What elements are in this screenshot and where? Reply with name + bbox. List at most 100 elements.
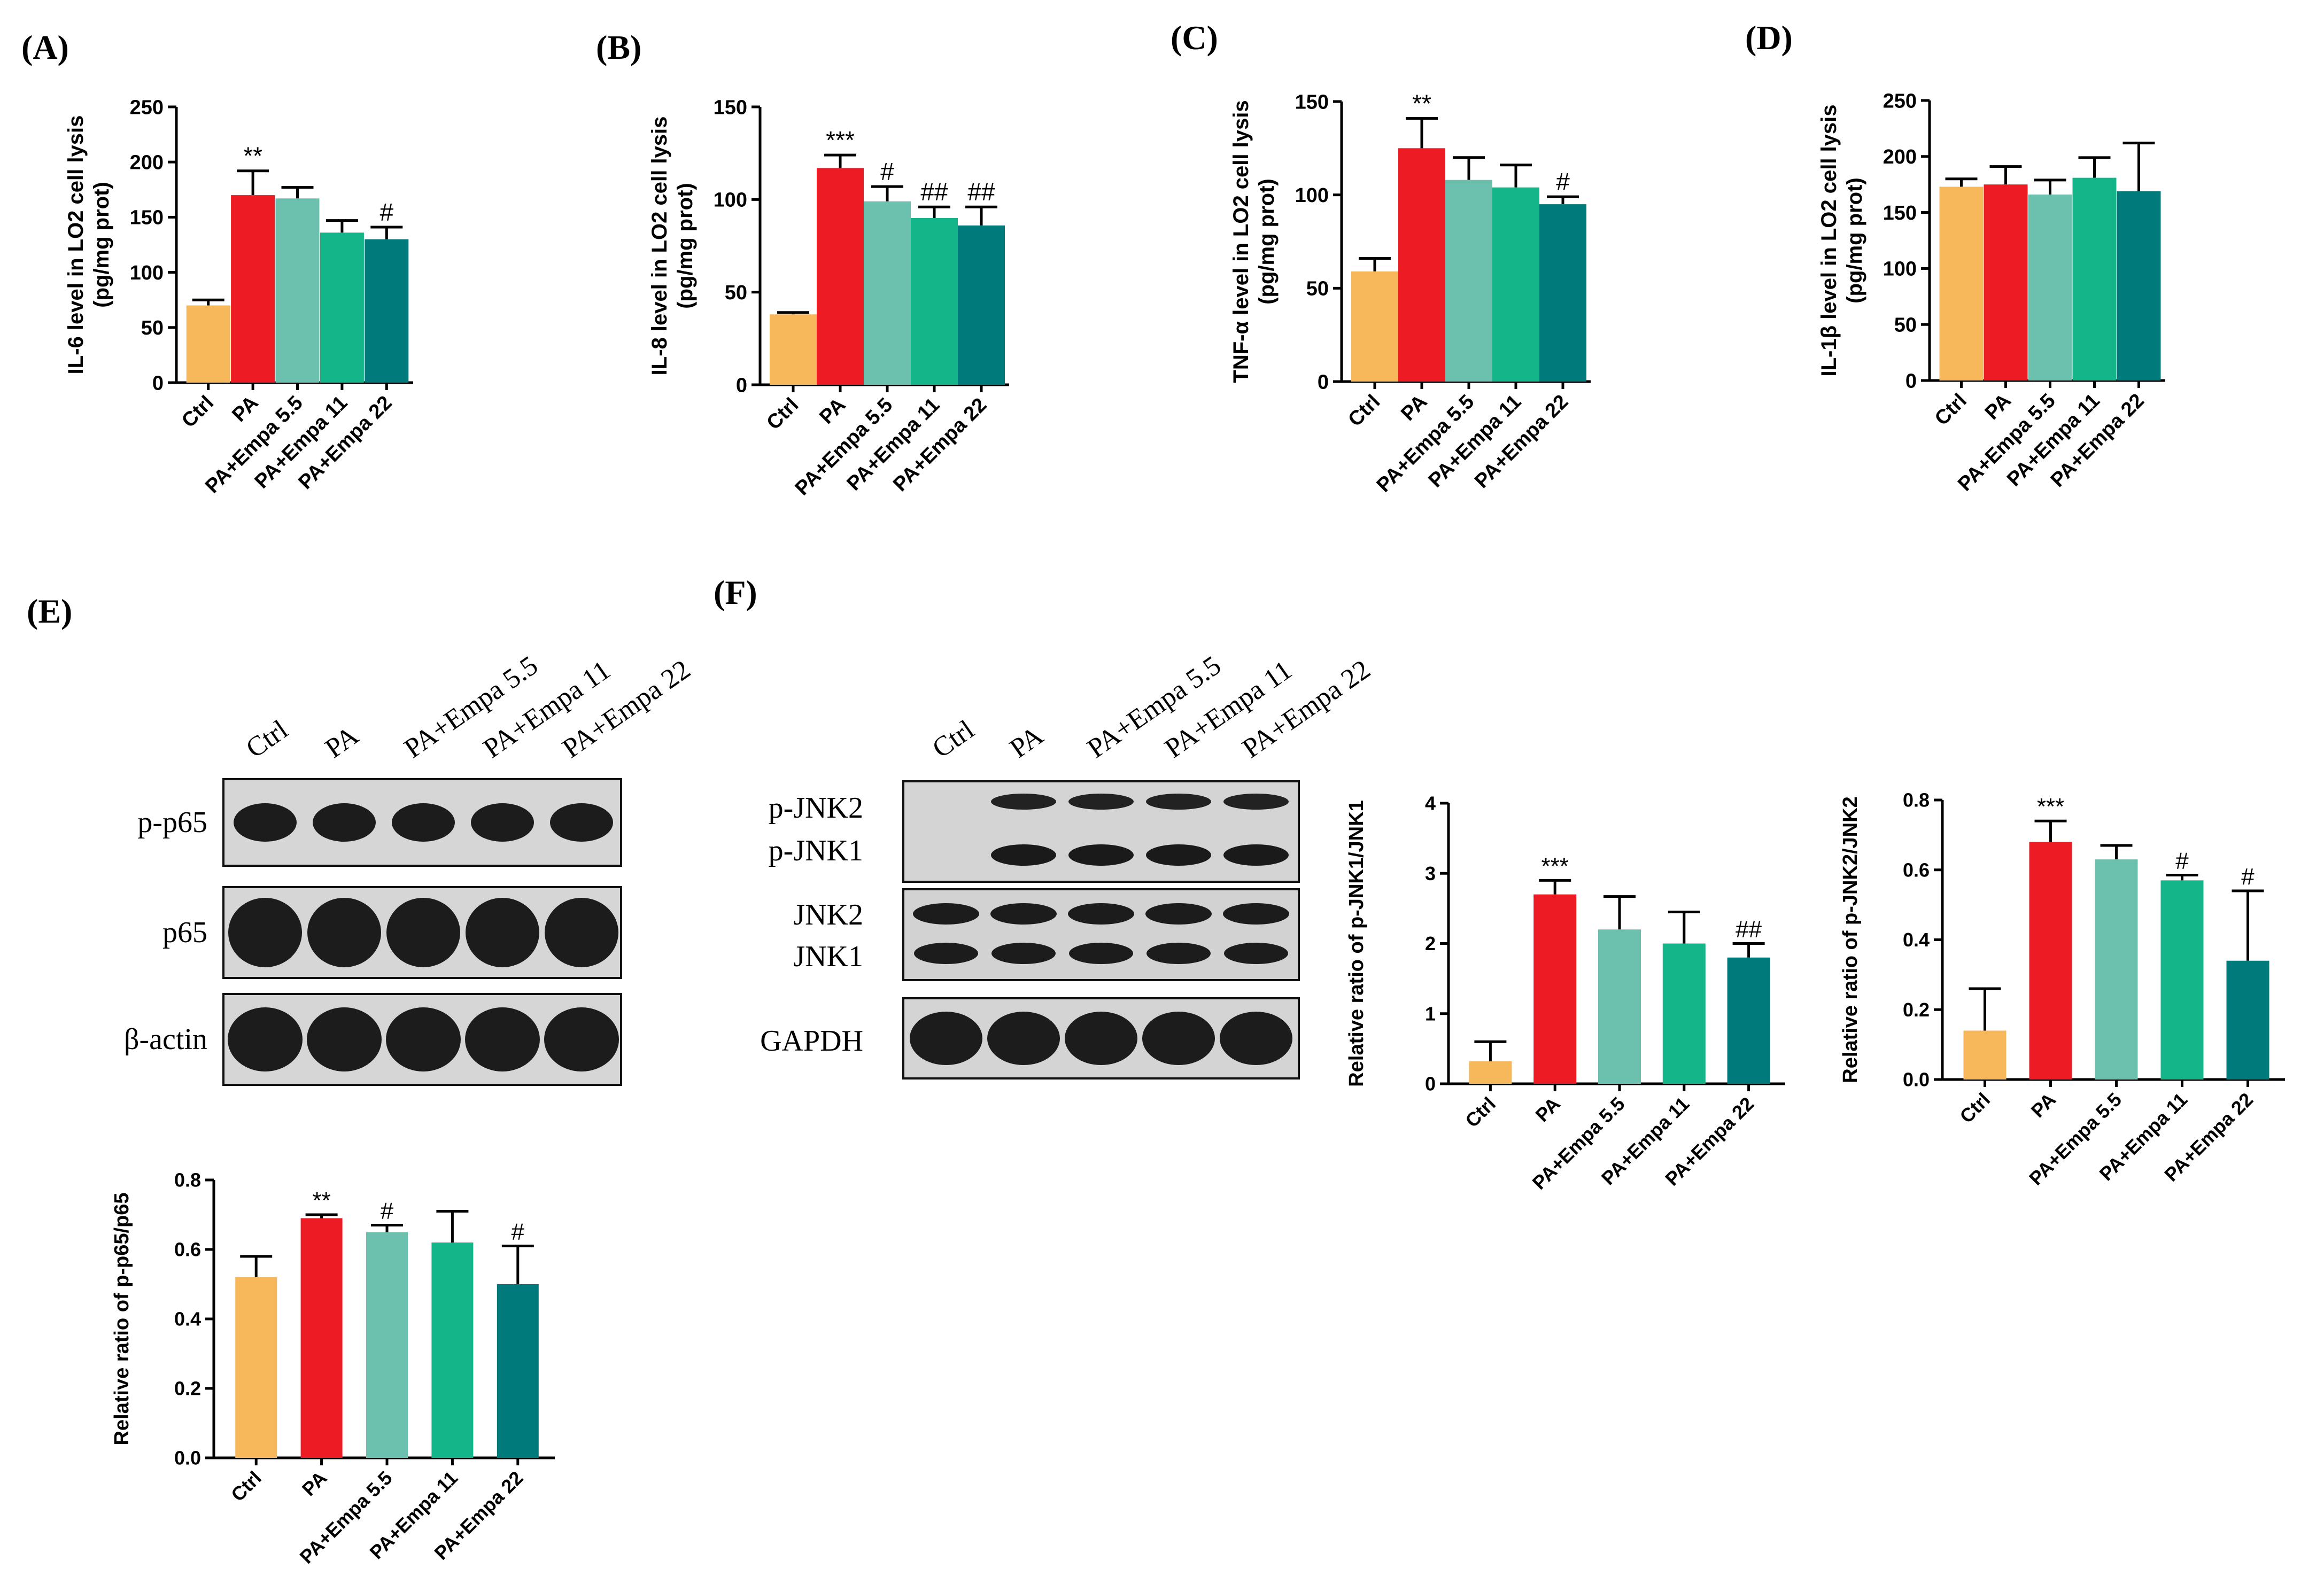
significance-marker: ** xyxy=(1412,89,1431,117)
lane-label: Ctrl xyxy=(927,715,980,764)
bar-ctrl xyxy=(1963,1030,2007,1080)
blot-membrane xyxy=(902,888,1300,981)
x-tick-label: PA xyxy=(298,1467,331,1500)
y-axis-label: Relative ratio of p-JNK2/JNK2 xyxy=(1839,796,1862,1083)
y-tick-label: 0.2 xyxy=(1903,999,1930,1021)
panel-label-e: (E) xyxy=(27,592,72,630)
significance-marker: # xyxy=(512,1219,525,1245)
bar-pa xyxy=(231,195,275,383)
bar-pa-empa-11 xyxy=(2072,177,2117,380)
bar-pa-empa-5-5 xyxy=(2028,195,2072,380)
bar-ctrl xyxy=(235,1277,277,1458)
x-tick-label: PA xyxy=(815,394,850,429)
bar-pa xyxy=(1398,148,1445,382)
x-tick-label: Ctrl xyxy=(762,394,803,434)
y-axis-label-unit: (pg/mg prot) xyxy=(1255,178,1279,305)
x-tick-label: Ctrl xyxy=(227,1467,266,1506)
y-tick-label: 50 xyxy=(725,282,747,304)
y-tick-label: 1 xyxy=(1425,1003,1436,1024)
y-tick-label: 150 xyxy=(1883,202,1917,224)
blot-band xyxy=(307,1007,382,1071)
blot-band xyxy=(1146,844,1211,866)
bar-pa-empa-11 xyxy=(1492,187,1539,382)
y-tick-label: 150 xyxy=(130,207,164,229)
y-tick-label: 4 xyxy=(1425,793,1436,814)
bar-pa-empa-11 xyxy=(2160,880,2204,1080)
y-tick-label: 0.0 xyxy=(1903,1069,1930,1091)
blot-row-label: p65 xyxy=(162,916,207,949)
y-tick-label: 2 xyxy=(1425,933,1436,954)
bar-pa-empa-5-5 xyxy=(1598,929,1641,1084)
bar-ctrl xyxy=(1939,187,1984,380)
blot-band xyxy=(471,803,534,842)
y-tick-label: 0.6 xyxy=(1903,859,1930,881)
y-tick-label: 0.6 xyxy=(174,1239,201,1261)
blot-band xyxy=(991,794,1056,810)
bar-pa xyxy=(1533,894,1577,1084)
panel-label-f: (F) xyxy=(714,573,757,611)
blot-band xyxy=(1223,844,1289,866)
blot-band xyxy=(1068,903,1134,925)
blot-band xyxy=(386,1007,461,1071)
y-axis-label: IL-1β level in LO2 cell lysis xyxy=(1817,104,1841,376)
y-tick-label: 150 xyxy=(1295,91,1329,113)
bar-pa-empa-22 xyxy=(2117,191,2161,380)
x-tick-label: Ctrl xyxy=(1955,1089,1994,1128)
bar-pa-empa-11 xyxy=(431,1242,474,1458)
y-tick-label: 0 xyxy=(1318,371,1329,393)
significance-marker: # xyxy=(381,1198,394,1224)
x-tick-label: PA xyxy=(228,392,262,426)
bar-pa xyxy=(300,1218,343,1458)
significance-marker: ## xyxy=(967,178,995,206)
bar-pa-empa-22 xyxy=(365,239,409,383)
blot-band xyxy=(1068,844,1134,866)
blot-band xyxy=(466,898,539,967)
blot-band xyxy=(234,803,297,842)
bar-pa-empa-11 xyxy=(1662,943,1706,1084)
blot-row-label: β-actin xyxy=(124,1023,207,1056)
x-tick-label: Ctrl xyxy=(1344,391,1384,431)
y-tick-label: 50 xyxy=(1306,278,1329,300)
bar-pa-empa-22 xyxy=(1539,204,1586,382)
x-tick-label: PA xyxy=(1531,1093,1564,1126)
significance-marker: *** xyxy=(2037,794,2064,820)
bar-pa-empa-22 xyxy=(958,225,1005,385)
y-tick-label: 200 xyxy=(1883,146,1917,168)
lane-label: PA+Empa 5.5 xyxy=(399,650,544,764)
chart-il6: 0 50 100 150 200 250 IL-6 level in LO2 cell ly… xyxy=(64,96,413,498)
bar-pa-empa-22 xyxy=(497,1284,539,1458)
blot-band xyxy=(1145,903,1212,925)
blot-row-label: p-JNK2 xyxy=(769,791,863,825)
significance-marker: ** xyxy=(312,1187,330,1214)
blot-band xyxy=(1220,1012,1292,1065)
lane-label: PA xyxy=(1004,720,1049,764)
significance-marker: ## xyxy=(920,178,948,206)
bar-pa-empa-5-5 xyxy=(366,1232,408,1458)
blot-band xyxy=(1146,794,1211,810)
y-tick-label: 0 xyxy=(736,374,747,397)
bar-pa xyxy=(817,168,864,385)
y-tick-label: 0.8 xyxy=(1903,789,1930,811)
panel-label-b: (B) xyxy=(596,28,641,66)
lane-label: PA xyxy=(320,720,365,764)
significance-marker: ## xyxy=(1736,917,1762,943)
x-tick-label: Ctrl xyxy=(1461,1093,1500,1132)
y-tick-label: 100 xyxy=(1883,258,1917,281)
significance-marker: # xyxy=(1556,168,1570,196)
y-tick-label: 250 xyxy=(130,96,164,119)
blot-row-label: p-p65 xyxy=(137,806,207,839)
significance-marker: ** xyxy=(243,142,262,170)
y-tick-label: 0 xyxy=(1905,370,1917,392)
blot-band xyxy=(1069,943,1133,964)
y-tick-label: 0.4 xyxy=(1903,929,1930,951)
bar-ctrl xyxy=(1351,271,1398,382)
y-tick-label: 150 xyxy=(714,96,747,119)
blot-band xyxy=(1224,943,1288,964)
blot-row-label: p-JNK1 xyxy=(769,834,863,867)
blot-band xyxy=(991,844,1056,866)
x-tick-label: Ctrl xyxy=(177,392,218,432)
y-tick-label: 0.4 xyxy=(174,1308,201,1330)
